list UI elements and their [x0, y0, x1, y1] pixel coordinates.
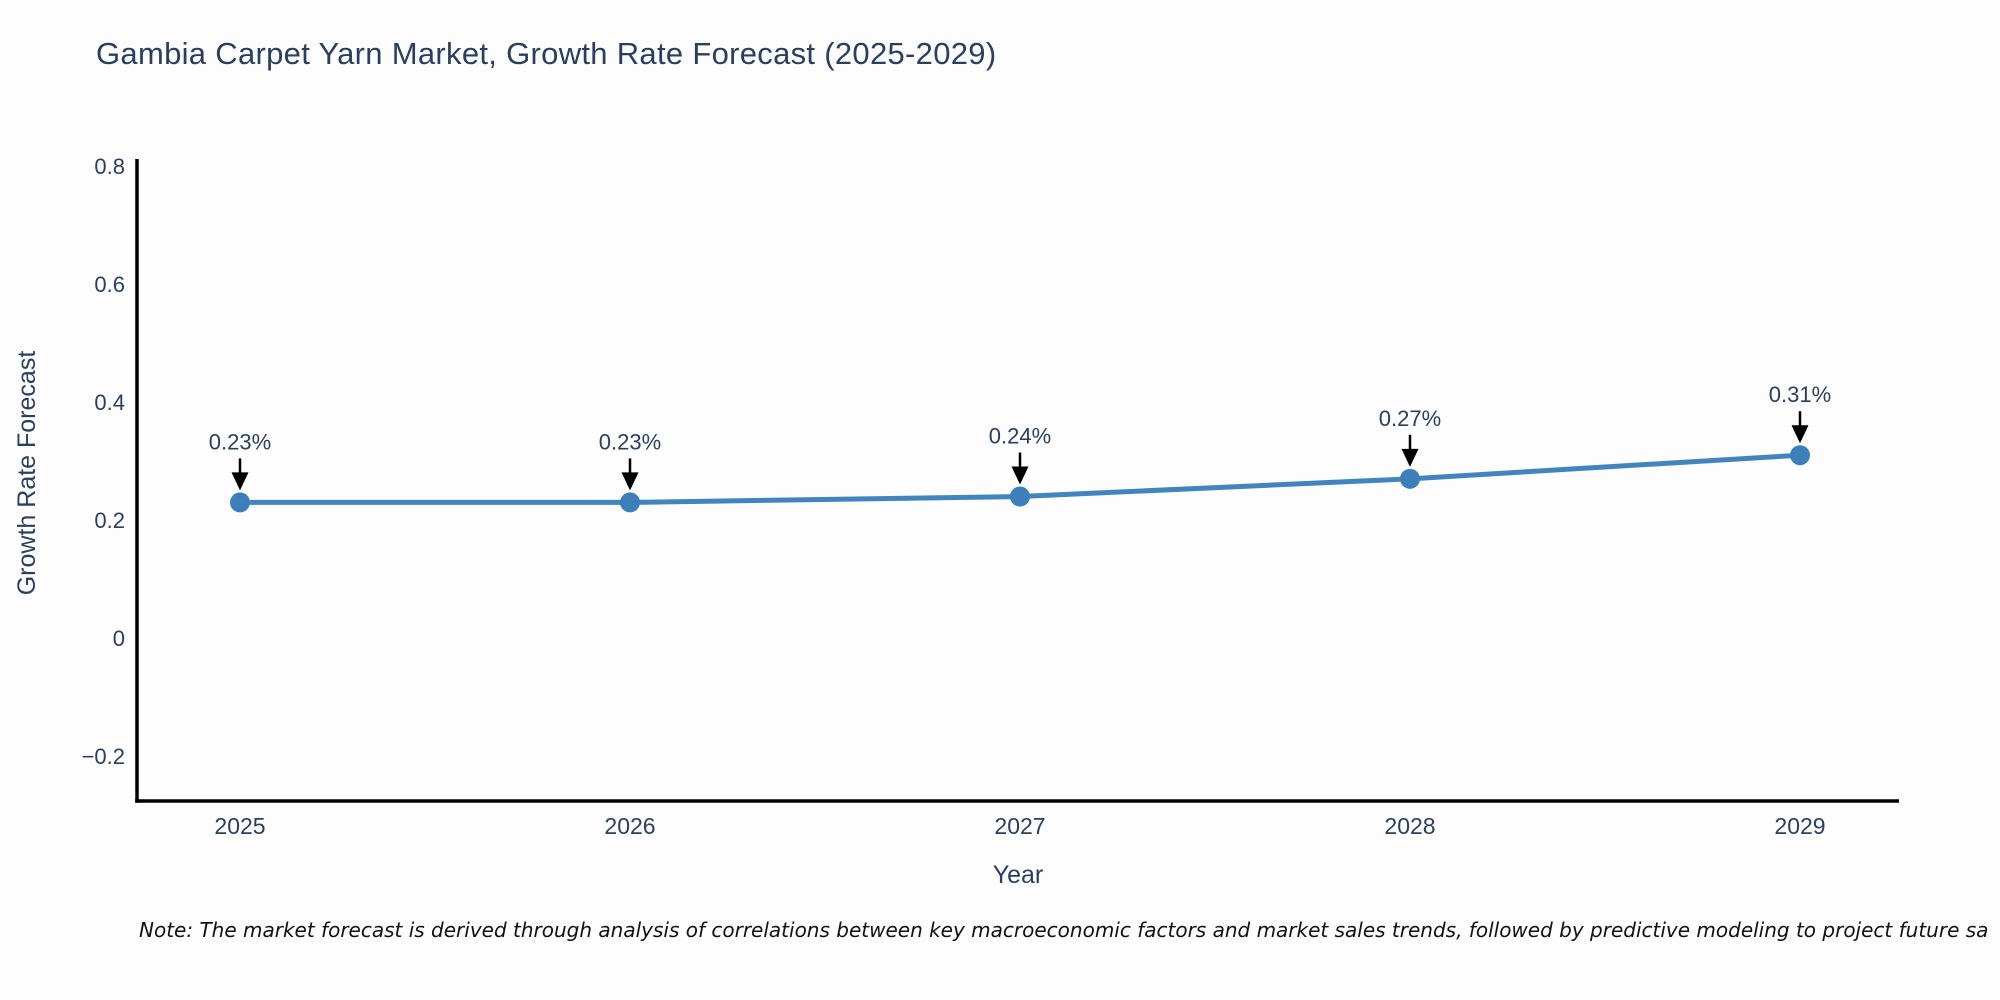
- y-tick-label: 0.6: [94, 272, 125, 297]
- annotation-arrowhead-icon: [1791, 425, 1809, 444]
- y-tick-label: 0.2: [94, 508, 125, 533]
- y-tick-label: 0: [113, 626, 125, 651]
- y-tick-label: 0.4: [94, 390, 125, 415]
- x-tick-label: 2026: [604, 813, 655, 839]
- x-axis-title: Year: [992, 861, 1044, 889]
- annotation-arrowhead-icon: [621, 472, 639, 491]
- x-tick-label: 2029: [1774, 813, 1825, 839]
- data-point-label: 0.24%: [989, 424, 1051, 449]
- x-tick-label: 2027: [994, 813, 1045, 839]
- chart-title: Gambia Carpet Yarn Market, Growth Rate F…: [96, 36, 997, 71]
- data-point-label: 0.27%: [1379, 406, 1441, 431]
- y-tick-label: 0.8: [94, 154, 125, 179]
- data-point-label: 0.31%: [1769, 382, 1831, 407]
- data-point-marker: [1400, 468, 1420, 489]
- data-point-label: 0.23%: [599, 429, 661, 454]
- methodology-note: Note: The market forecast is derived thr…: [139, 918, 1989, 942]
- annotation-arrowhead-icon: [1011, 466, 1029, 485]
- data-point-marker: [1010, 486, 1030, 507]
- data-point-marker: [1790, 445, 1810, 466]
- x-tick-label: 2028: [1384, 813, 1435, 839]
- x-tick-label: 2025: [214, 813, 265, 839]
- annotation-arrowhead-icon: [231, 472, 249, 491]
- data-point-label: 0.23%: [209, 429, 271, 454]
- annotation-arrowhead-icon: [1401, 448, 1419, 467]
- data-point-marker: [620, 492, 640, 513]
- y-tick-label: −0.2: [82, 744, 125, 769]
- data-point-marker: [230, 492, 250, 513]
